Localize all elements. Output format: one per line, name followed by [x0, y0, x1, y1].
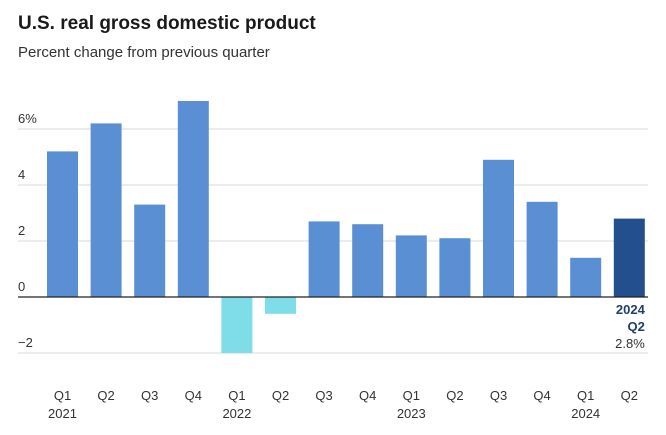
x-tick-label: Q4: [359, 388, 376, 403]
bar: [395, 235, 427, 297]
annotation-value: 2.8%: [615, 336, 645, 351]
bar: [221, 297, 253, 353]
y-tick-label: 4: [18, 167, 25, 182]
x-tick-label: Q3: [490, 388, 507, 403]
bar: [570, 257, 602, 297]
x-tick-label: Q2: [272, 388, 289, 403]
chart-subtitle: Percent change from previous quarter: [18, 44, 270, 61]
y-tick-label: −2: [18, 335, 33, 350]
bar: [308, 221, 340, 297]
bar: [483, 159, 514, 297]
x-tick-label: Q3: [141, 388, 158, 403]
bar: [90, 123, 122, 298]
x-year-label: 2021: [48, 406, 77, 421]
bar: [134, 204, 166, 297]
x-tick-label: Q1: [403, 388, 420, 403]
x-tick-label: Q2: [446, 388, 463, 403]
x-tick-label: Q2: [97, 388, 114, 403]
x-year-label: 2022: [222, 406, 251, 421]
annotation-quarter: Q2: [627, 319, 644, 334]
x-tick-label: Q1: [228, 388, 245, 403]
x-tick-label: Q2: [621, 388, 638, 403]
x-year-label: 2023: [397, 406, 426, 421]
x-year-label: 2024: [571, 406, 600, 421]
y-tick-label: 0: [18, 279, 25, 294]
bar: [47, 151, 78, 297]
bar: [439, 238, 471, 297]
bar: [352, 224, 384, 297]
bar: [177, 101, 209, 297]
bar: [613, 218, 645, 297]
bar: [265, 297, 296, 314]
x-tick-label: Q4: [185, 388, 202, 403]
bar: [526, 201, 558, 297]
x-tick-label: Q1: [54, 388, 71, 403]
x-tick-label: Q4: [533, 388, 550, 403]
x-tick-label: Q3: [315, 388, 332, 403]
x-tick-label: Q1: [577, 388, 594, 403]
annotation-year: 2024: [616, 302, 646, 317]
y-tick-label: 6%: [18, 111, 37, 126]
y-tick-label: 2: [18, 223, 25, 238]
chart-title: U.S. real gross domestic product: [18, 13, 316, 34]
